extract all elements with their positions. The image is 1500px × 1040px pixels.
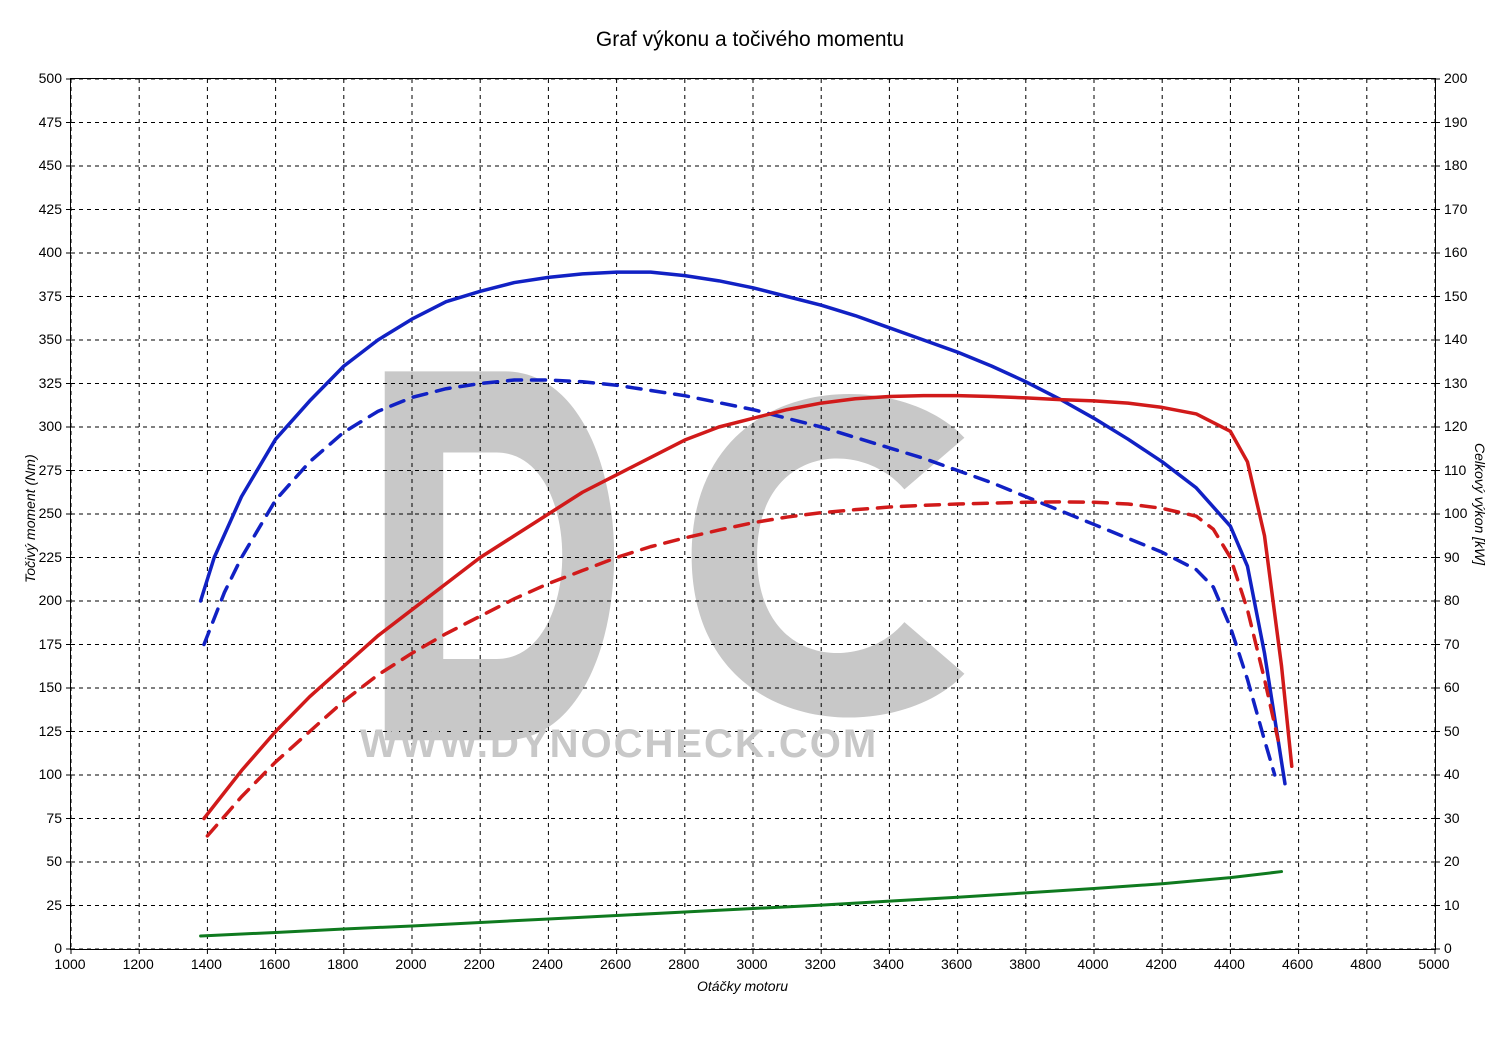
tick-label: 30 xyxy=(1444,810,1460,826)
tick-label: 160 xyxy=(1444,244,1467,260)
tick-label: 175 xyxy=(39,636,62,652)
grid xyxy=(71,79,1435,949)
tick-label: 3600 xyxy=(932,956,982,972)
tick-label: 70 xyxy=(1444,636,1460,652)
tick-label: 75 xyxy=(46,810,62,826)
tick-label: 180 xyxy=(1444,157,1467,173)
tick-label: 5000 xyxy=(1409,956,1459,972)
plot-svg xyxy=(71,79,1435,949)
tick-label: 1200 xyxy=(113,956,163,972)
tick-label: 130 xyxy=(1444,375,1467,391)
tick-label: 2000 xyxy=(386,956,436,972)
tick-label: 10 xyxy=(1444,897,1460,913)
tick-label: 1400 xyxy=(181,956,231,972)
tick-label: 3200 xyxy=(795,956,845,972)
tick-label: 400 xyxy=(39,244,62,260)
series-losses xyxy=(201,872,1282,936)
plot-area xyxy=(70,78,1436,950)
tick-label: 110 xyxy=(1444,462,1466,478)
tick-label: 300 xyxy=(39,418,62,434)
tick-label: 150 xyxy=(1444,288,1467,304)
tick-label: 60 xyxy=(1444,679,1460,695)
tick-label: 3400 xyxy=(863,956,913,972)
tick-label: 2200 xyxy=(454,956,504,972)
tick-label: 120 xyxy=(1444,418,1467,434)
tick-label: 450 xyxy=(39,157,62,173)
tick-label: 1800 xyxy=(318,956,368,972)
tick-label: 2400 xyxy=(522,956,572,972)
tick-label: 40 xyxy=(1444,766,1460,782)
tick-label: 90 xyxy=(1444,549,1460,565)
tick-label: 275 xyxy=(39,462,62,478)
tick-label: 1600 xyxy=(250,956,300,972)
tick-label: 20 xyxy=(1444,853,1460,869)
tick-label: 140 xyxy=(1444,331,1467,347)
tick-label: 225 xyxy=(39,549,62,565)
tick-label: 170 xyxy=(1444,201,1467,217)
chart-container: Graf výkonu a točivého momentu Otáčky mo… xyxy=(0,0,1500,1040)
watermark-url: WWW.DYNOCHECK.COM xyxy=(360,722,878,767)
y-axis-left-label: Točivý moment (Nm) xyxy=(22,454,38,583)
tick-label: 100 xyxy=(1444,505,1467,521)
tick-label: 3000 xyxy=(727,956,777,972)
tick-label: 50 xyxy=(46,853,62,869)
tick-label: 4200 xyxy=(1136,956,1186,972)
tick-label: 3800 xyxy=(1000,956,1050,972)
tick-label: 150 xyxy=(39,679,62,695)
tick-label: 2600 xyxy=(591,956,641,972)
tick-label: 0 xyxy=(1444,940,1452,956)
tick-label: 25 xyxy=(46,897,62,913)
chart-title: Graf výkonu a točivého momentu xyxy=(0,28,1500,52)
tick-label: 350 xyxy=(39,331,62,347)
tick-label: 125 xyxy=(39,723,62,739)
tick-label: 80 xyxy=(1444,592,1460,608)
tick-label: 4400 xyxy=(1204,956,1254,972)
tick-label: 325 xyxy=(39,375,62,391)
tick-label: 100 xyxy=(39,766,62,782)
tick-label: 425 xyxy=(39,201,62,217)
tick-label: 190 xyxy=(1444,114,1467,130)
tick-label: 500 xyxy=(39,70,62,86)
tick-label: 2800 xyxy=(659,956,709,972)
tick-label: 4000 xyxy=(1068,956,1118,972)
tick-label: 0 xyxy=(54,940,62,956)
x-axis-label: Otáčky motoru xyxy=(697,978,788,994)
tick-label: 4600 xyxy=(1273,956,1323,972)
tick-label: 50 xyxy=(1444,723,1460,739)
tick-label: 375 xyxy=(39,288,62,304)
tick-label: 475 xyxy=(39,114,62,130)
tick-label: 250 xyxy=(39,505,62,521)
tick-label: 200 xyxy=(39,592,62,608)
tick-label: 1000 xyxy=(45,956,95,972)
tick-label: 200 xyxy=(1444,70,1467,86)
tick-label: 4800 xyxy=(1341,956,1391,972)
y-axis-right-label: Celkový výkon [kW] xyxy=(1472,443,1488,565)
